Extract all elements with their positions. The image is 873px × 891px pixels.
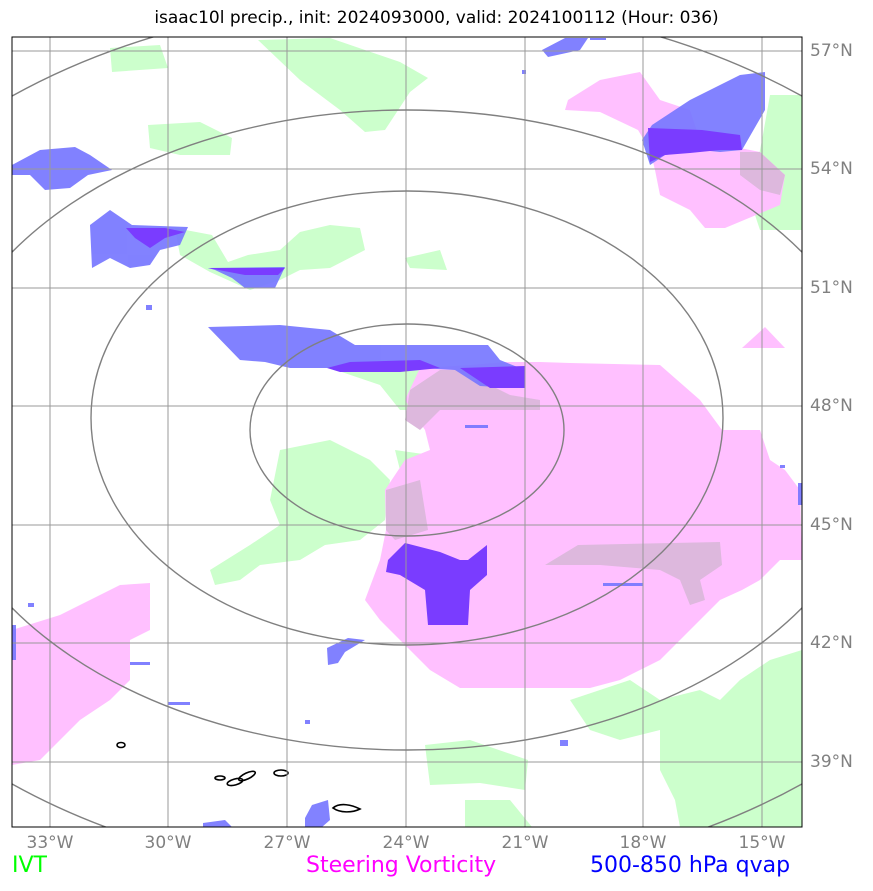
- lat-tick-label: 39°N: [810, 752, 853, 772]
- qvap-core-field: [126, 128, 742, 625]
- map-frame: [11, 36, 803, 828]
- precip-contours: [116, 741, 362, 813]
- lat-tick-label: 45°N: [810, 515, 853, 535]
- lon-tick-label: 30°W: [144, 833, 192, 853]
- lon-tick-label: 27°W: [263, 833, 311, 853]
- legend-ivt: IVT: [12, 853, 47, 878]
- plot-title: isaac10l precip., init: 2024093000, vali…: [154, 8, 719, 28]
- graticule: [12, 37, 802, 827]
- lon-tick-label: 18°W: [619, 833, 667, 853]
- lat-tick-label: 57°N: [810, 41, 853, 61]
- lat-tick-label: 51°N: [810, 278, 853, 298]
- lon-tick-label: 15°W: [738, 833, 786, 853]
- legend-steering-vorticity: Steering Vorticity: [306, 853, 497, 878]
- lat-tick-label: 48°N: [810, 396, 853, 416]
- legend-qvap: 500-850 hPa qvap: [590, 853, 791, 878]
- lon-tick-label: 33°W: [26, 833, 74, 853]
- lat-tick-label: 42°N: [810, 633, 853, 653]
- lon-tick-label: 21°W: [501, 833, 549, 853]
- lat-tick-label: 54°N: [810, 159, 853, 179]
- lon-tick-label: 24°W: [382, 833, 430, 853]
